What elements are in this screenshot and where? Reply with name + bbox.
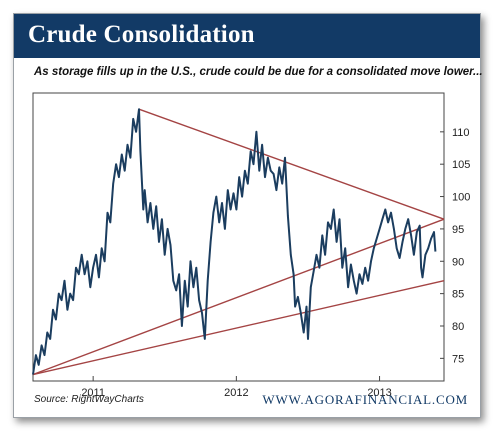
x-tick-label-0: 2011	[81, 387, 105, 399]
series-line-0	[32, 108, 437, 375]
y-tick-label-100: 100	[452, 192, 470, 204]
y-tick-label-110: 110	[452, 127, 470, 139]
series-layer	[32, 108, 437, 375]
plot-frame	[32, 92, 445, 382]
y-tick-label-95: 95	[452, 224, 464, 236]
y-tick-label-90: 90	[452, 256, 464, 268]
x-tick-label-2: 2013	[367, 387, 391, 399]
y-tick-label-105: 105	[452, 159, 470, 171]
y-tick-label-85: 85	[452, 289, 464, 301]
y-tick-label-75: 75	[452, 353, 464, 365]
x-axis: 2011 2012 2013	[81, 376, 392, 399]
y-tick-label-80: 80	[452, 321, 464, 333]
trendlines	[32, 108, 445, 376]
y-axis: 75 80 85 90 95 100 105 110	[440, 127, 470, 365]
trendline-2	[138, 108, 445, 220]
trendline-1	[32, 280, 445, 376]
chart-subtitle: As storage fills up in the U.S., crude c…	[34, 66, 483, 78]
line-chart: 75 80 85 90 95 100 105 110 2011 2012 2013	[32, 92, 470, 399]
chart-card: Crude Consolidation As storage fills up …	[13, 13, 483, 418]
trendline-0	[32, 218, 445, 376]
publisher-url[interactable]: WWW.AGORAFINANCIAL.COM	[262, 392, 468, 407]
x-tick-label-1: 2012	[224, 387, 248, 399]
source-note: Source: RightWayCharts	[34, 394, 144, 405]
title-banner: Crude Consolidation	[14, 14, 480, 58]
chart-title: Crude Consolidation	[28, 21, 255, 48]
